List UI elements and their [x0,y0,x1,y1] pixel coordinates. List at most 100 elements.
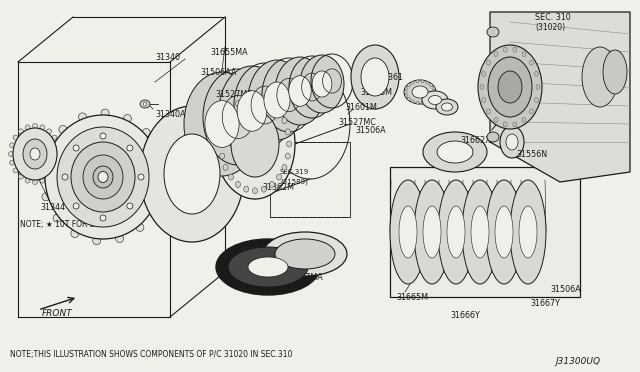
Ellipse shape [487,27,499,37]
Ellipse shape [30,148,40,160]
Text: (31020): (31020) [535,22,565,32]
Ellipse shape [13,135,18,140]
Ellipse shape [480,84,484,90]
Ellipse shape [513,122,517,127]
Ellipse shape [19,129,24,134]
Text: 31527MB: 31527MB [215,90,253,99]
Ellipse shape [40,178,45,183]
Text: 31362M: 31362M [262,183,294,192]
Ellipse shape [155,181,171,193]
Ellipse shape [471,206,489,258]
Ellipse shape [52,168,57,173]
Ellipse shape [248,257,288,277]
Ellipse shape [45,145,53,153]
Ellipse shape [495,206,513,258]
Ellipse shape [73,203,79,209]
Ellipse shape [140,106,244,242]
Ellipse shape [71,142,135,212]
Text: J31300UQ: J31300UQ [555,357,600,366]
Ellipse shape [529,60,534,65]
Ellipse shape [223,164,228,170]
Ellipse shape [462,180,498,284]
Ellipse shape [513,47,517,52]
Ellipse shape [73,145,79,151]
Ellipse shape [261,186,266,192]
Ellipse shape [522,52,526,57]
Ellipse shape [261,96,266,102]
Ellipse shape [79,113,86,121]
Ellipse shape [236,100,241,106]
Ellipse shape [432,87,435,90]
Ellipse shape [488,57,532,117]
Ellipse shape [478,45,542,129]
Ellipse shape [506,134,518,150]
Ellipse shape [447,206,465,258]
Text: 31340: 31340 [155,52,180,61]
Text: 31344: 31344 [40,202,65,212]
Text: 31506A: 31506A [355,125,386,135]
Ellipse shape [482,71,486,77]
Text: 31667Y: 31667Y [530,299,560,308]
Ellipse shape [582,47,618,107]
Ellipse shape [216,239,320,295]
Text: 31527MA: 31527MA [285,273,323,282]
Ellipse shape [93,166,113,188]
Ellipse shape [429,84,433,87]
Ellipse shape [408,84,410,87]
Ellipse shape [285,153,291,159]
Ellipse shape [423,206,441,258]
Ellipse shape [13,128,57,180]
Ellipse shape [53,214,61,222]
Text: 31506A: 31506A [550,285,580,295]
Ellipse shape [151,205,159,213]
Ellipse shape [603,50,627,94]
Ellipse shape [264,82,290,118]
Ellipse shape [494,52,498,57]
Ellipse shape [482,97,486,103]
Ellipse shape [205,100,239,147]
Bar [270,142,350,217]
Polygon shape [490,12,630,182]
Ellipse shape [529,109,534,114]
Ellipse shape [522,118,526,122]
Ellipse shape [39,169,47,177]
Ellipse shape [220,129,225,135]
Ellipse shape [45,115,161,239]
Text: 31506AA: 31506AA [200,67,236,77]
Ellipse shape [275,239,335,269]
Ellipse shape [486,60,490,65]
Ellipse shape [282,164,287,170]
Ellipse shape [25,178,30,183]
Ellipse shape [536,84,540,90]
Ellipse shape [300,55,344,113]
Text: 31556N: 31556N [516,150,547,158]
Text: (31589): (31589) [280,179,308,185]
Ellipse shape [59,125,67,134]
Ellipse shape [287,141,291,147]
Ellipse shape [442,103,452,111]
Text: 31340A: 31340A [155,109,186,119]
Ellipse shape [55,160,60,165]
Ellipse shape [10,160,15,165]
Ellipse shape [500,126,524,158]
Text: 31662X: 31662X [460,135,491,144]
Text: *: * [87,182,93,192]
Ellipse shape [351,45,399,109]
Ellipse shape [312,71,332,97]
Ellipse shape [429,96,442,105]
Ellipse shape [55,143,60,148]
Ellipse shape [215,89,295,199]
Text: 31527MC: 31527MC [338,118,376,126]
Ellipse shape [426,81,429,84]
Ellipse shape [56,151,61,157]
Ellipse shape [486,109,490,114]
Ellipse shape [253,94,257,100]
Ellipse shape [62,174,68,180]
Ellipse shape [100,133,106,139]
Ellipse shape [25,125,30,130]
Ellipse shape [116,234,124,243]
Ellipse shape [228,174,234,180]
Ellipse shape [83,155,123,199]
Ellipse shape [416,101,419,104]
Ellipse shape [127,145,133,151]
